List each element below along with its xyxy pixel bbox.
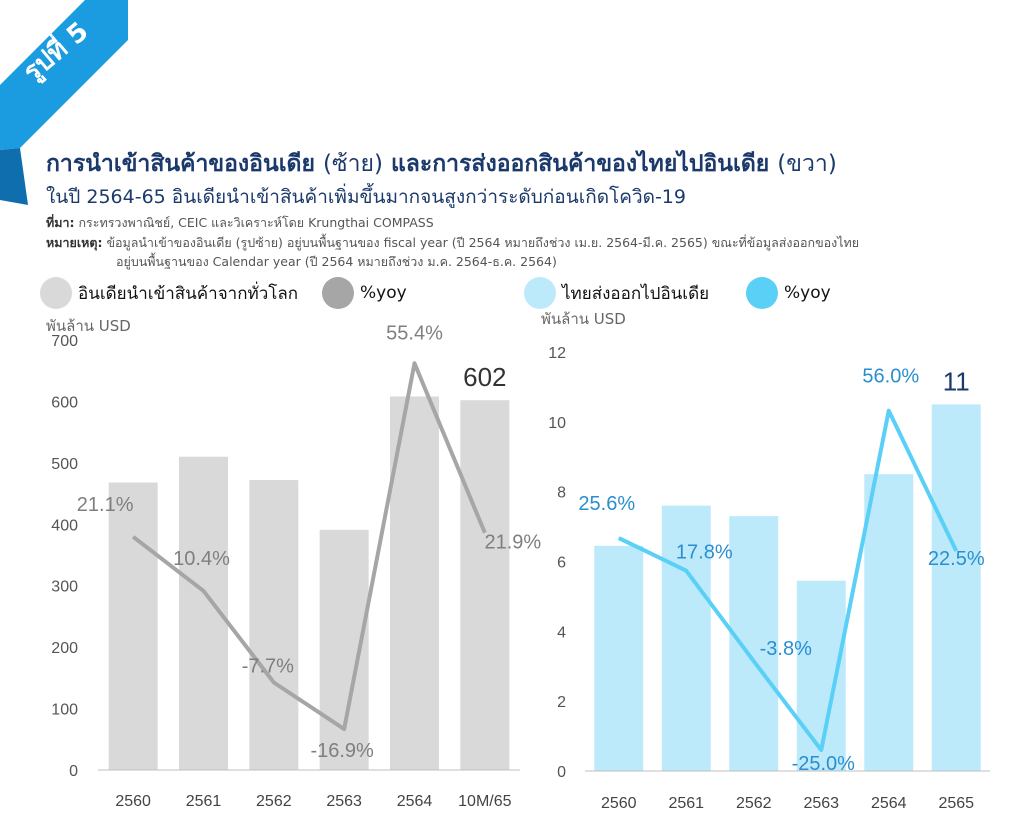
left-yoy-label: 10.4%	[173, 548, 230, 570]
legend-right-bar-label: ไทยส่งออกไปอินเดีย	[562, 283, 710, 304]
right-yoy-label: 17.8%	[676, 542, 733, 564]
left-x-tick-label: 10M/65	[458, 793, 511, 810]
right-y-tick-label: 2	[557, 694, 566, 711]
legend-swatch-left-bar	[40, 277, 72, 309]
left-bar-value-label: 602	[463, 362, 506, 392]
right-yoy-line	[617, 408, 959, 753]
title-part-1: การนำเข้าสินค้าของอินเดีย	[46, 151, 315, 177]
source-label: ที่มา:	[46, 215, 75, 230]
legend-left-line: %yoy	[322, 277, 407, 309]
left-bar	[460, 400, 510, 770]
left-y-tick-label: 500	[51, 456, 78, 473]
left-yoy-label: 21.1%	[77, 494, 134, 516]
right-y-tick-label: 8	[557, 485, 566, 502]
right-bar	[864, 474, 914, 771]
right-y-tick-label: 12	[548, 345, 566, 362]
title-paren-1: (ซ้าย)	[323, 151, 383, 177]
left-x-tick-label: 2561	[186, 793, 222, 810]
right-x-tick-label: 2561	[668, 795, 704, 812]
note-label: หมายเหตุ:	[46, 235, 103, 250]
right-x-tick-label: 2564	[871, 795, 907, 812]
legend-left-line-label: %yoy	[360, 283, 407, 303]
left-bar	[249, 480, 299, 770]
legend-right-line-label: %yoy	[784, 283, 831, 303]
left-bar	[108, 482, 158, 770]
right-bar-value-label: 11	[943, 366, 970, 396]
left-x-tick-label: 2563	[326, 793, 362, 810]
right-bar	[594, 545, 644, 771]
right-yoy-label: 56.0%	[862, 366, 919, 388]
remark-note-line-2: อยู่บนพื้นฐานของ Calendar year (ปี 2564 …	[116, 254, 557, 269]
source-text: กระทรวงพาณิชย์, CEIC และวิเคราะห์โดย Kru…	[78, 215, 434, 230]
right-bar	[661, 505, 711, 771]
right-yoy-label: -3.8%	[760, 638, 812, 660]
right-y-axis-unit: พันล้าน USD	[541, 310, 626, 328]
left-y-tick-label: 100	[51, 702, 78, 719]
legend-left-bar: อินเดียนำเข้าสินค้าจากทั่วโลก	[40, 277, 298, 309]
right-x-tick-label: 2562	[736, 795, 772, 812]
note-line-1: ข้อมูลนำเข้าของอินเดีย (รูปซ้าย) อยู่บนพ…	[106, 235, 860, 250]
right-y-tick-label: 0	[557, 764, 566, 781]
left-y-tick-label: 600	[51, 394, 78, 411]
legend-left-bar-label: อินเดียนำเข้าสินค้าจากทั่วโลก	[78, 283, 299, 304]
right-bar	[729, 516, 779, 771]
left-y-axis-unit: พันล้าน USD	[46, 317, 131, 335]
left-yoy-label: -16.9%	[310, 740, 374, 762]
legend-swatch-left-line	[322, 277, 354, 309]
legend-right-bar: ไทยส่งออกไปอินเดีย	[524, 277, 709, 309]
right-yoy-label: 22.5%	[928, 548, 985, 570]
right-y-tick-label: 6	[557, 555, 566, 572]
left-x-tick-label: 2560	[115, 793, 151, 810]
right-y-tick-label: 10	[548, 415, 566, 432]
title-paren-2: (ขวา)	[777, 151, 837, 177]
left-y-tick-label: 0	[69, 763, 78, 780]
left-yoy-label: -7.7%	[242, 655, 294, 677]
left-y-tick-label: 700	[51, 333, 78, 350]
title-part-2: และการส่งออกสินค้าของไทยไปอินเดีย	[390, 151, 770, 177]
left-y-tick-label: 400	[51, 517, 78, 534]
chart-subtitle: ในปี 2564-65 อินเดียนำเข้าสินค้าเพิ่มขึ้…	[46, 186, 686, 208]
source-note: ที่มา: กระทรวงพาณิชย์, CEIC และวิเคราะห์…	[46, 213, 434, 233]
left-y-tick-label: 200	[51, 640, 78, 657]
right-y-tick-label: 4	[557, 624, 566, 641]
left-y-tick-label: 300	[51, 579, 78, 596]
left-x-tick-label: 2562	[256, 793, 292, 810]
chart-title: การนำเข้าสินค้าของอินเดีย (ซ้าย) และการส…	[46, 146, 837, 182]
figure-ribbon	[0, 0, 128, 205]
right-bar	[931, 404, 981, 771]
right-x-tick-label: 2565	[938, 795, 974, 812]
left-x-tick-label: 2564	[397, 793, 433, 810]
legend-swatch-right-bar	[524, 277, 556, 309]
right-x-tick-label: 2560	[601, 795, 637, 812]
right-x-tick-label: 2563	[803, 795, 839, 812]
right-yoy-label: 25.6%	[578, 493, 635, 515]
legend-right-line: %yoy	[746, 277, 831, 309]
left-yoy-label: 21.9%	[484, 532, 541, 554]
left-yoy-line	[131, 361, 487, 732]
remark-note: หมายเหตุ: ข้อมูลนำเข้าของอินเดีย (รูปซ้า…	[46, 233, 859, 253]
legend-swatch-right-line	[746, 277, 778, 309]
right-yoy-label: -25.0%	[792, 753, 856, 775]
left-yoy-label: 55.4%	[386, 322, 443, 344]
